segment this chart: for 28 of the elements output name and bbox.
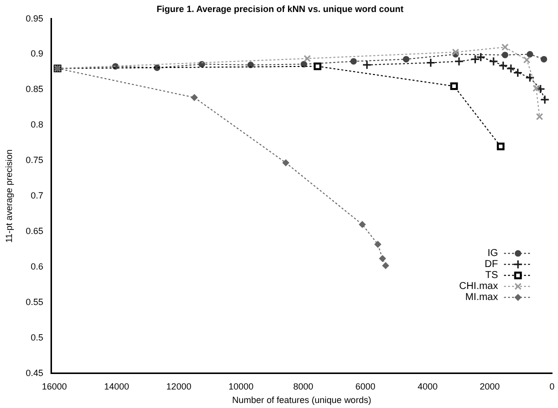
y-tick-label: 0.75: [26, 155, 44, 166]
x-tick-label: 2000: [480, 381, 500, 392]
x-tick-label: 10000: [228, 381, 254, 392]
legend-label: DF: [484, 259, 498, 270]
y-tick-label: 0.8: [30, 120, 44, 130]
chart-title: Figure 1. Average precision of kNN vs. unique word count: [156, 4, 404, 14]
x-tick-label: 4000: [418, 381, 438, 392]
y-tick-label: 0.45: [26, 368, 44, 378]
x-tick-label: 12000: [166, 381, 192, 392]
legend-label: TS: [485, 270, 498, 282]
y-axis-title: 11-pt average precision: [4, 149, 14, 243]
x-tick-label: 8000: [293, 381, 314, 392]
x-axis-title: Number of features (unique words): [232, 395, 372, 406]
y-tick-label: 0.55: [26, 296, 44, 307]
legend-label: CHI.max: [459, 281, 498, 292]
y-tick-label: 0.9: [30, 48, 44, 59]
y-tick-label: 0.5: [30, 332, 44, 342]
y-tick-label: 0.6: [30, 262, 44, 272]
x-tick-label: 14000: [104, 381, 130, 392]
x-tick-label: 0: [549, 381, 555, 392]
x-tick-label: 6000: [355, 381, 376, 392]
y-tick-label: 0.95: [26, 13, 44, 24]
legend-label: MI.max: [465, 292, 498, 304]
y-tick-label: 0.65: [26, 226, 44, 236]
legend-label: IG: [487, 248, 498, 260]
x-tick-label: 16000: [42, 381, 67, 392]
y-tick-label: 0.7: [30, 190, 44, 201]
y-tick-label: 0.85: [26, 84, 44, 94]
